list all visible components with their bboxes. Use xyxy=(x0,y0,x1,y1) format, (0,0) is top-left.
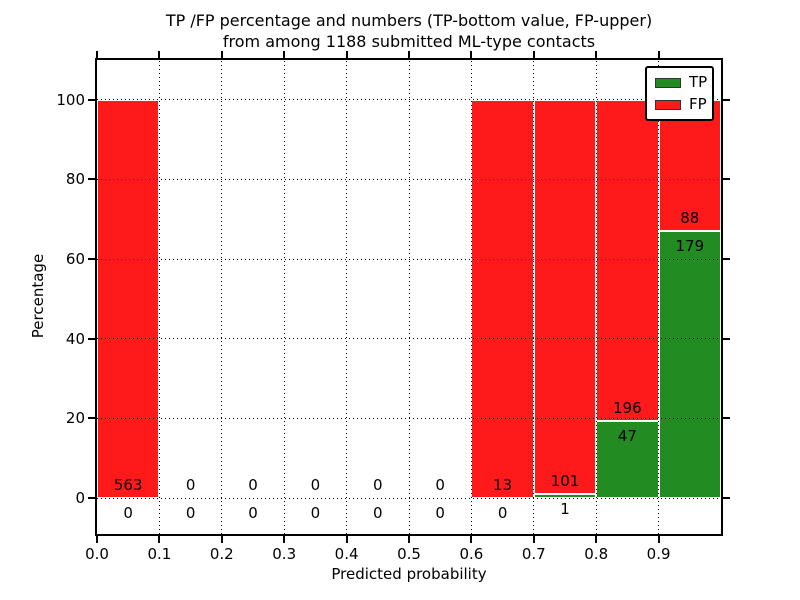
x-tick xyxy=(657,536,660,543)
x-tick xyxy=(158,536,161,543)
x-tick xyxy=(220,536,223,543)
x-tick-top xyxy=(345,51,348,58)
x-tick xyxy=(470,536,473,543)
x-tick-label: 0.1 xyxy=(147,545,172,563)
y-tick-label: 80 xyxy=(65,170,85,189)
y-tick-right xyxy=(723,178,730,181)
fp-count-label: 0 xyxy=(185,475,196,494)
x-axis-label: Predicted probability xyxy=(331,565,487,583)
tp-count-label: 0 xyxy=(373,503,383,522)
y-tick-label: 20 xyxy=(65,409,85,428)
fp-count-label: 0 xyxy=(248,475,258,494)
fp-count-label: 196 xyxy=(613,398,642,417)
fp-count-label: 0 xyxy=(435,475,445,494)
tp-count-label: 47 xyxy=(617,426,637,445)
fp-legend-label: FP xyxy=(689,95,707,113)
chart-title: TP /FP percentage and numbers (TP-bottom… xyxy=(97,10,721,52)
x-tick-label: 0.5 xyxy=(397,545,421,563)
x-tick-label: 0.0 xyxy=(85,545,109,563)
fp-count-label: 563 xyxy=(113,475,143,494)
y-tick-right xyxy=(723,497,730,500)
bar-fp-segment xyxy=(97,99,160,499)
y-tick-label: 60 xyxy=(65,250,85,269)
plot-area: 563 0 0 0 0 0 0 0 0 0 0 0 13 0 101 1 196 47 88 179 xyxy=(95,58,723,536)
x-tick-top xyxy=(595,51,598,58)
bar-fp-segment xyxy=(658,99,721,232)
x-tick xyxy=(595,536,598,543)
x-tick-label: 0.6 xyxy=(459,545,484,563)
x-tick xyxy=(532,536,535,543)
y-tick xyxy=(88,258,95,261)
tp-legend-swatch xyxy=(655,77,681,88)
y-tick-label: 40 xyxy=(65,329,85,348)
tp-count-label: 0 xyxy=(497,503,508,522)
x-tick xyxy=(345,536,348,543)
chart-title-line1: TP /FP percentage and numbers (TP-bottom… xyxy=(165,11,653,30)
fp-count-label: 13 xyxy=(493,475,513,494)
x-tick-label: 0.4 xyxy=(334,545,359,563)
x-tick xyxy=(96,536,98,543)
tp-count-label: 1 xyxy=(560,499,570,518)
x-tick-top xyxy=(532,51,535,58)
bar-fp-segment xyxy=(471,99,534,499)
tp-count-label: 0 xyxy=(123,503,133,522)
y-tick xyxy=(88,178,95,181)
x-tick xyxy=(283,536,286,543)
fp-count-label: 0 xyxy=(310,475,321,494)
y-axis-label: Percentage xyxy=(29,253,47,339)
bar-tp-segment xyxy=(596,421,659,499)
value-labels-layer: 563 0 0 0 0 0 0 0 0 0 0 0 13 0 101 1 196 47 88 179 xyxy=(97,60,721,534)
tp-count-label: 0 xyxy=(310,503,321,522)
x-tick-label: 0.9 xyxy=(646,545,671,563)
y-tick-right xyxy=(723,98,730,101)
x-tick xyxy=(408,536,410,543)
x-tick-top xyxy=(158,51,161,58)
bars-layer xyxy=(97,60,721,534)
tp-count-label: 0 xyxy=(435,503,445,522)
x-tick-top xyxy=(657,51,660,58)
x-tick-label: 0.7 xyxy=(521,545,546,563)
y-tick-right xyxy=(723,337,730,340)
y-tick-right xyxy=(723,258,730,261)
x-tick-top xyxy=(408,51,410,58)
chart-title-line2: from among 1188 submitted ML-type contac… xyxy=(222,32,596,51)
tp-count-label: 179 xyxy=(675,236,705,255)
legend-item-fp: FP xyxy=(655,95,712,114)
fp-count-label: 88 xyxy=(680,208,700,227)
x-tick-top xyxy=(96,51,98,58)
x-tick-label: 0.8 xyxy=(584,545,609,563)
y-tick-label: 0 xyxy=(75,489,85,508)
fp-count-label: 101 xyxy=(550,471,580,490)
y-tick xyxy=(88,337,95,340)
legend-item-tp: TP xyxy=(655,73,712,92)
tp-count-label: 0 xyxy=(248,503,258,522)
x-tick-top xyxy=(283,51,286,58)
bar-tp-segment xyxy=(658,231,721,499)
x-tick-top xyxy=(470,51,473,58)
y-tick xyxy=(88,98,95,101)
y-tick-label: 100 xyxy=(56,90,85,109)
legend: TP FP xyxy=(645,66,714,121)
x-tick-label: 0.2 xyxy=(209,545,234,563)
x-tick-label: 0.3 xyxy=(272,545,297,563)
y-tick xyxy=(88,417,95,420)
y-tick-right xyxy=(723,417,730,420)
bar-fp-segment xyxy=(533,99,597,495)
y-tick xyxy=(88,497,95,500)
fp-legend-swatch xyxy=(655,99,681,110)
tp-legend-label: TP xyxy=(689,73,708,91)
bar-tp-segment xyxy=(533,494,597,499)
fp-count-label: 0 xyxy=(373,475,383,494)
x-tick-top xyxy=(220,51,223,58)
tp-count-label: 0 xyxy=(185,503,196,522)
bar-fp-segment xyxy=(596,99,659,422)
